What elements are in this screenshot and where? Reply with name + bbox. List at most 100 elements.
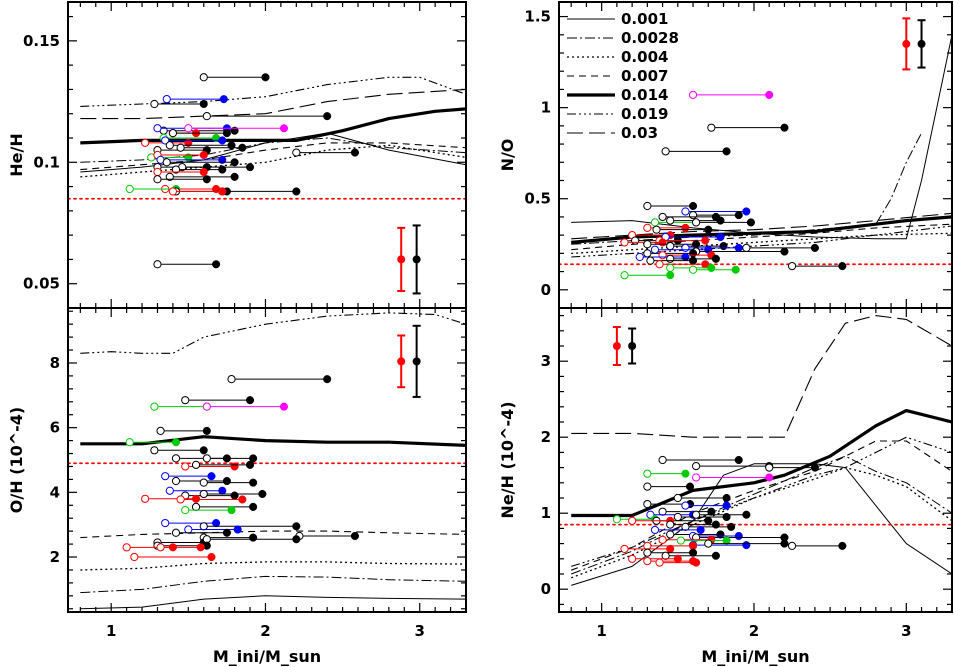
y-tick-label: 4	[50, 483, 60, 501]
filled-point	[734, 531, 743, 541]
open-point	[681, 522, 690, 531]
filled-point	[238, 495, 247, 504]
legend-label: 0.004	[621, 48, 668, 66]
open-point	[643, 249, 652, 258]
y-tick-label: 0.05	[23, 275, 60, 293]
open-point	[666, 263, 675, 273]
open-point	[184, 124, 193, 133]
filled-point	[734, 455, 743, 465]
model-curve-z0.004	[80, 144, 466, 178]
filled-point	[838, 541, 847, 550]
open-point	[643, 201, 652, 211]
filled-point	[212, 260, 221, 269]
error-point	[397, 255, 406, 264]
filled-point	[238, 143, 247, 152]
open-point	[153, 124, 162, 133]
open-point	[125, 438, 134, 447]
open-point	[658, 455, 667, 465]
legend-label: 0.03	[621, 124, 658, 142]
x-tick-label: 2	[260, 622, 270, 640]
filled-point	[279, 402, 289, 411]
filled-point	[810, 463, 819, 472]
filled-point	[780, 123, 789, 132]
filled-point	[199, 99, 208, 109]
filled-point	[688, 249, 698, 258]
filled-point	[222, 129, 231, 138]
open-point	[153, 260, 162, 269]
y-tick-label: 0.15	[23, 32, 60, 50]
filled-point	[218, 165, 227, 174]
open-point	[666, 520, 675, 529]
x-tick-label: 1	[596, 622, 606, 640]
y-tick-label: 0	[541, 580, 551, 598]
filled-point	[184, 138, 193, 147]
open-point	[162, 158, 171, 167]
filled-point	[780, 539, 789, 548]
open-point	[168, 129, 177, 138]
open-point	[643, 548, 652, 557]
open-point	[165, 141, 174, 150]
legend-label: 0.019	[621, 105, 668, 123]
panel-bottom-left: 2 4 6 8 1 2 3 O/H (10^-4) M_ini/M_sun	[7, 307, 467, 666]
filled-point	[838, 262, 847, 271]
open-point	[655, 260, 664, 269]
open-point	[162, 95, 171, 104]
filled-point	[245, 163, 255, 172]
model-curve-z0.014	[80, 435, 466, 447]
y-tick-label: 2	[541, 428, 551, 446]
filled-point	[350, 531, 359, 541]
y-tick-label: 0.1	[33, 153, 60, 171]
filled-point	[734, 243, 743, 252]
open-point	[643, 240, 652, 249]
model-curve-z0.007	[80, 142, 466, 171]
open-point	[646, 256, 655, 265]
open-point	[658, 507, 667, 516]
filled-point	[722, 501, 731, 510]
y-axis-label: O/H (10^-4)	[7, 407, 26, 513]
model-curve-z0.004	[570, 466, 952, 579]
y-tick-label: 1.5	[524, 8, 551, 26]
open-point	[150, 99, 159, 109]
open-point	[202, 454, 211, 463]
filled-point	[780, 247, 789, 256]
model-curve-z0.0028	[571, 132, 922, 245]
open-point	[691, 510, 701, 519]
filled-point	[810, 243, 819, 252]
open-point	[704, 539, 713, 548]
error-point	[412, 255, 421, 264]
filled-point	[245, 396, 255, 405]
open-point	[156, 543, 165, 552]
filled-point	[688, 256, 698, 265]
open-point	[666, 530, 675, 539]
model-curve-z0.007	[571, 440, 952, 571]
filled-point	[249, 502, 258, 511]
filled-point	[212, 519, 221, 528]
filled-point	[688, 541, 698, 550]
model-curve-z0.001	[571, 34, 952, 240]
y-axis-label: He/H	[7, 133, 26, 176]
filled-point	[279, 124, 289, 133]
filled-point	[666, 271, 675, 280]
model-curve-z0.019	[571, 225, 952, 258]
filled-point	[199, 167, 208, 177]
open-point	[153, 175, 162, 184]
open-point	[688, 211, 698, 220]
filled-point	[292, 187, 301, 196]
filled-point	[722, 536, 731, 545]
panel-frame	[67, 1, 467, 309]
plot-area	[68, 312, 466, 610]
open-point	[612, 515, 621, 524]
filled-point	[222, 476, 231, 486]
open-point	[141, 494, 150, 503]
filled-point	[249, 454, 258, 463]
open-point	[199, 489, 208, 499]
legend-label: 0.001	[621, 10, 668, 28]
filled-point	[245, 460, 255, 469]
open-point	[643, 541, 652, 550]
model-curve-z0.03	[571, 315, 952, 438]
filled-point	[696, 525, 705, 534]
filled-point	[701, 236, 710, 245]
plot-area	[559, 315, 952, 586]
open-point	[643, 556, 652, 566]
